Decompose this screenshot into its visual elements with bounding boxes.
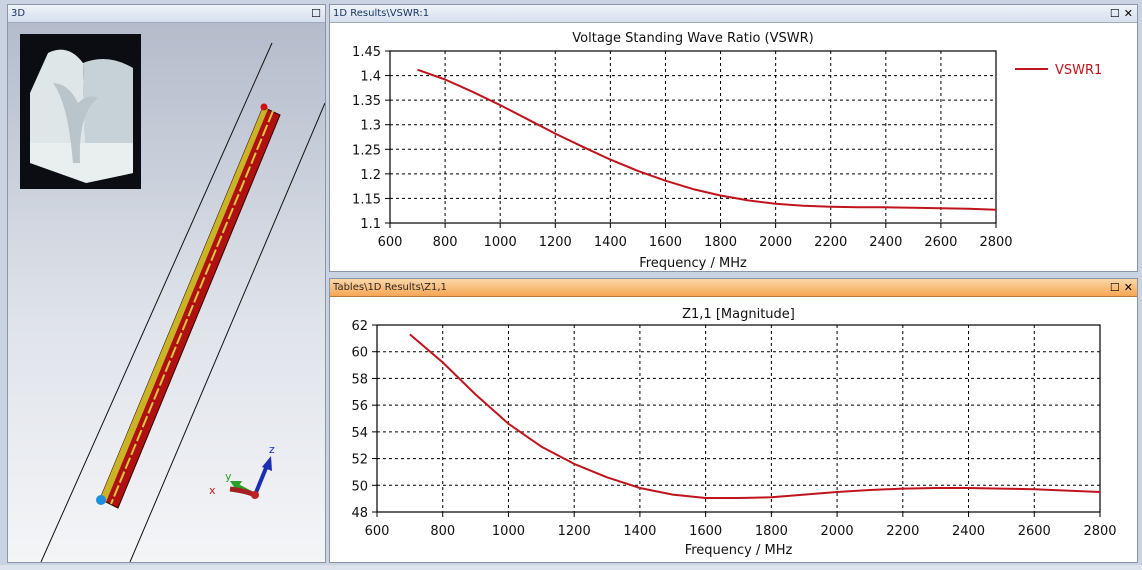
y-tick-label: 50 [351,479,368,494]
x-axis-label: Frequency / MHz [639,256,747,271]
y-tick-label: 1.45 [352,45,381,60]
x-tick-label: 1000 [484,235,517,250]
antenna-model[interactable] [96,103,281,509]
panel-3d[interactable]: 3D ☐ [7,4,326,563]
chart-title: Voltage Standing Wave Ratio (VSWR) [572,31,813,46]
plot-frame [376,324,1101,513]
maximize-icon[interactable]: ☐ [1109,281,1120,294]
maximize-icon[interactable]: ☐ [1109,7,1120,20]
x-tick-label: 2000 [821,524,854,539]
x-tick-label: 2200 [886,524,919,539]
y-tick-label: 48 [351,506,368,521]
panel-vswr[interactable]: 1D Results\VSWR:1 ☐ ✕ Voltage Standing Wa… [329,4,1138,272]
panel-z11[interactable]: Tables\1D Results\Z1,1 ☐ ✕ Z1,1 [Magnitud… [329,278,1138,563]
x-tick-label: 1200 [558,524,591,539]
x-tick-label: 2200 [814,235,847,250]
y-tick-label: 56 [351,399,368,414]
y-tick-label: 54 [351,426,368,441]
x-tick-label: 1600 [689,524,722,539]
x-tick-label: 1200 [539,235,572,250]
x-tick-label: 1600 [649,235,682,250]
series-line-vswr1 [417,68,997,211]
x-tick-label: 1400 [594,235,627,250]
maximize-icon[interactable]: ☐ [311,7,321,20]
z11-chart[interactable]: Z1,1 [Magnitude] 600 800 1000 1200 1400 1600 18… [330,297,1137,562]
y-tick-label: 60 [351,346,368,361]
status-strip [0,565,1142,570]
x-axis-label: Frequency / MHz [685,543,793,558]
panel-z11-titlebar[interactable]: Tables\1D Results\Z1,1 ☐ ✕ [330,279,1137,297]
guide-line [40,42,273,562]
model-thumbnail [20,34,141,189]
axes-triad: z y x [209,443,275,499]
port-marker[interactable] [96,495,106,505]
close-icon[interactable]: ✕ [1123,7,1133,20]
y-tick-label: 1.3 [360,119,381,134]
x-tick-label: 2600 [924,235,957,250]
x-tick-label: 2800 [979,235,1012,250]
y-tick-label: 1.35 [352,94,381,109]
vswr-chart[interactable]: Voltage Standing Wave Ratio (VSWR) 600 800… [330,23,1137,271]
y-tick-label: 52 [351,453,368,468]
x-tick-label: 1000 [492,524,525,539]
x-tick-label: 1800 [704,235,737,250]
series-line-z1-1 [409,333,1101,499]
y-tick-label: 1.2 [360,168,381,183]
y-tick-label: 1.15 [352,192,381,207]
panel-vswr-titlebar[interactable]: 1D Results\VSWR:1 ☐ ✕ [330,5,1137,23]
chart-title: Z1,1 [Magnitude] [682,307,795,322]
y-tick-label: 1.4 [360,70,381,85]
y-tick-label: 58 [351,372,368,387]
axis-label-x: x [209,484,216,497]
panel-z11-title: Tables\1D Results\Z1,1 [333,282,447,293]
x-tick-label: 2400 [952,524,985,539]
panel-vswr-title: 1D Results\VSWR:1 [333,8,430,19]
x-tick-label: 600 [378,235,403,250]
x-tick-label: 2000 [759,235,792,250]
3d-viewport[interactable]: z y x [8,23,325,562]
legend-label: VSWR1 [1055,63,1102,78]
x-tick-label: 600 [365,524,390,539]
panel-3d-title: 3D [11,8,26,19]
axis-label-y: y [225,470,232,483]
plot-frame [389,50,997,224]
x-tick-label: 1800 [755,524,788,539]
x-tick-label: 800 [433,235,458,250]
y-tick-label: 1.25 [352,143,381,158]
guide-line [129,102,325,562]
x-tick-label: 2400 [869,235,902,250]
x-tick-label: 2800 [1083,524,1116,539]
x-tick-label: 2600 [1018,524,1051,539]
y-tick-label: 1.1 [360,217,381,232]
x-tick-label: 1400 [623,524,656,539]
panel-3d-titlebar[interactable]: 3D ☐ [8,5,325,23]
x-tick-label: 800 [430,524,455,539]
close-icon[interactable]: ✕ [1123,281,1133,294]
axis-label-z: z [269,443,275,456]
y-tick-label: 62 [351,319,368,334]
